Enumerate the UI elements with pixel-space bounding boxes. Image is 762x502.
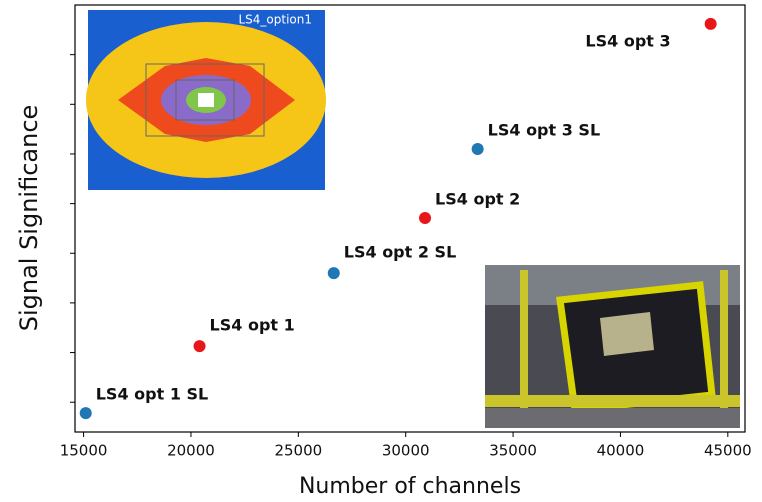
point — [705, 18, 717, 30]
point-label: LS4 opt 3 SL — [488, 120, 601, 139]
point-label: LS4 opt 2 — [435, 190, 520, 209]
point — [419, 212, 431, 224]
chart: LS4_option1 Number of channels Signal Si… — [0, 0, 762, 502]
point-label: LS4 opt 1 SL — [96, 385, 209, 404]
y-axis-label: Signal Significance — [15, 105, 43, 332]
x-tick-label: 35000 — [489, 442, 537, 460]
point-label: LS4 opt 3 — [585, 31, 670, 50]
calorimeter-map-inset: LS4_option1 — [86, 10, 326, 190]
point — [80, 407, 92, 419]
x-tick-label: 40000 — [597, 442, 645, 460]
point-label: LS4 opt 1 — [210, 316, 295, 335]
x-tick-label: 25000 — [274, 442, 322, 460]
detector-photo-inset — [485, 265, 740, 428]
point — [328, 267, 340, 279]
inset-label: LS4_option1 — [238, 13, 312, 27]
x-tick-label: 15000 — [60, 442, 108, 460]
point-label: LS4 opt 2 SL — [344, 243, 457, 262]
point — [194, 340, 206, 352]
point — [472, 143, 484, 155]
x-axis-label: Number of channels — [299, 474, 521, 499]
x-tick-label: 30000 — [382, 442, 430, 460]
x-tick-label: 20000 — [167, 442, 215, 460]
x-tick-label: 45000 — [704, 442, 752, 460]
